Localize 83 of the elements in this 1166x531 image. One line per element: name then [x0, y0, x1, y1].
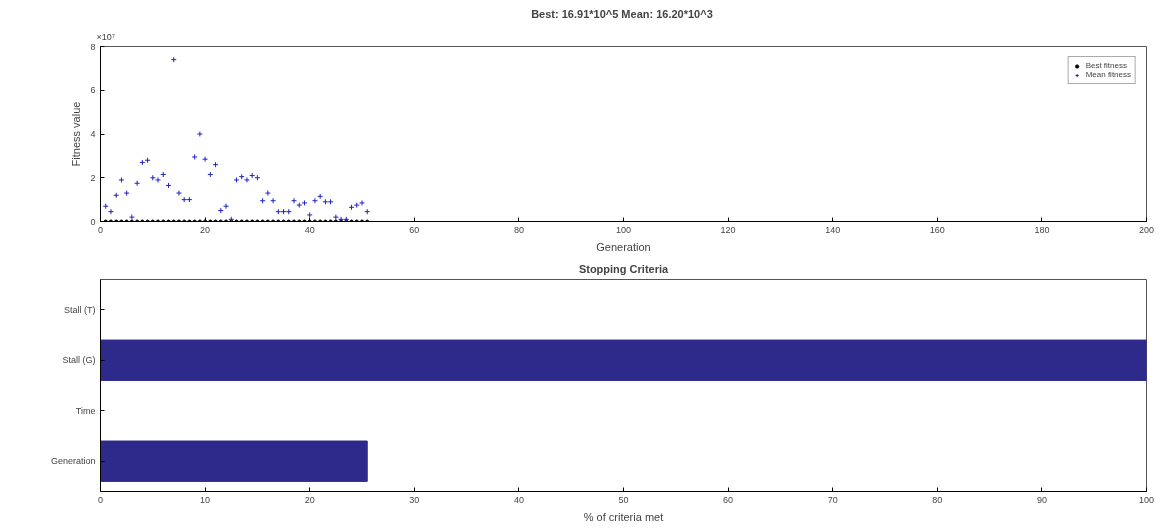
x-axis-title: % of criteria met — [583, 510, 664, 523]
point — [270, 197, 277, 204]
x-axis-title: Generation — [596, 240, 651, 253]
x-tick-label: 90 — [1036, 494, 1047, 505]
point — [223, 203, 230, 210]
x-tick-label: 100 — [615, 224, 632, 235]
chart-title: Stopping Criteria — [578, 262, 669, 275]
point — [264, 190, 271, 197]
point — [249, 172, 256, 179]
point — [186, 196, 193, 203]
point — [196, 131, 203, 137]
point — [175, 190, 182, 197]
x-tick-label: 180 — [1034, 224, 1050, 235]
point — [134, 180, 141, 187]
point — [149, 174, 156, 181]
x-tick-label: 100 — [1138, 494, 1155, 505]
point — [176, 219, 181, 222]
chart-title: Best: 16.91*10^5 Mean: 16.20*10^3 — [531, 7, 713, 20]
point — [103, 219, 108, 222]
point — [311, 197, 318, 204]
point — [364, 208, 371, 215]
point — [254, 174, 261, 181]
x-tick-label: 60 — [409, 224, 420, 235]
y-tick-label: Stall (T) — [64, 304, 96, 315]
point — [118, 176, 125, 183]
x-tick-label: 20 — [304, 494, 315, 505]
x-tick-label: 50 — [618, 494, 629, 505]
point — [155, 176, 162, 183]
point — [197, 219, 202, 222]
legend-label: Mean fitness — [1085, 70, 1131, 79]
point — [113, 192, 120, 199]
point — [123, 190, 130, 197]
y-tick-label: 8 — [90, 41, 96, 52]
x-tick-label: 120 — [720, 224, 736, 235]
point — [244, 219, 249, 222]
y-axis-title: Fitness value — [70, 101, 83, 167]
x-tick-label: 0 — [98, 494, 104, 505]
point — [317, 193, 324, 200]
point — [275, 208, 282, 215]
point — [243, 176, 250, 183]
x-tick-label: 0 — [98, 224, 104, 235]
y-tick-label: 0 — [90, 216, 96, 227]
point — [108, 219, 113, 222]
x-tick-label: 40 — [304, 224, 315, 235]
point — [239, 219, 244, 222]
point — [160, 171, 167, 178]
point — [102, 203, 109, 210]
y-tick-label: 6 — [90, 85, 96, 96]
x-tick-label: 70 — [827, 494, 838, 505]
point — [285, 208, 292, 215]
y-tick-label: 2 — [90, 172, 96, 183]
y-tick-label: Stall (G) — [62, 355, 96, 366]
point — [181, 196, 188, 203]
x-tick-label: 80 — [513, 224, 524, 235]
x-tick-label: 160 — [929, 224, 945, 235]
x-tick-label: 60 — [723, 494, 734, 505]
x-tick-label: 20 — [200, 224, 211, 235]
legend-label: Best fitness — [1085, 61, 1127, 70]
point — [332, 214, 339, 221]
point — [217, 207, 224, 214]
x-tick-label: 140 — [825, 224, 841, 235]
y-tick-label: Time — [75, 405, 96, 416]
point — [202, 156, 209, 163]
y-tick-label: Generation — [50, 456, 96, 467]
x-tick-label: 30 — [409, 494, 420, 505]
text: ×10⁷ — [96, 31, 116, 42]
y-tick-label: 4 — [90, 129, 96, 139]
point — [212, 161, 219, 168]
point — [322, 198, 329, 205]
x-tick-label: 200 — [1138, 224, 1155, 235]
point — [280, 208, 287, 215]
point — [259, 197, 266, 204]
point — [107, 208, 114, 215]
point — [165, 182, 172, 189]
x-tick-label: 40 — [513, 494, 524, 505]
x-tick-label: 80 — [932, 494, 943, 505]
point — [207, 171, 214, 178]
point — [306, 211, 313, 218]
point — [128, 214, 135, 221]
x-tick-label: 10 — [200, 494, 211, 505]
point — [191, 153, 198, 160]
point — [327, 198, 334, 205]
point — [291, 197, 298, 204]
